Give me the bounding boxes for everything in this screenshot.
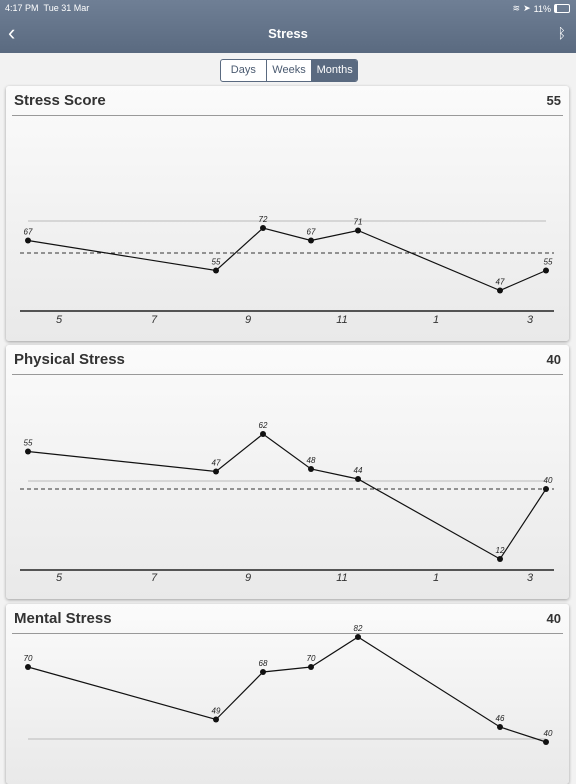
series-line — [27, 433, 547, 560]
data-point — [543, 486, 549, 492]
data-label: 71 — [354, 218, 363, 227]
x-tick-label: 9 — [245, 572, 251, 584]
data-point — [213, 716, 219, 723]
data-label: 47 — [212, 459, 221, 468]
data-label: 68 — [259, 659, 268, 668]
x-tick-label: 9 — [245, 314, 251, 326]
page-title: Stress — [268, 26, 308, 41]
data-point — [543, 267, 549, 274]
data-label: 46 — [496, 714, 505, 723]
navigation-bar: 4:17 PM Tue 31 Mar ≋ ➤ 11% ‹ Stress ᛒ — [0, 0, 576, 53]
battery-icon — [554, 4, 570, 13]
location-icon: ➤ — [523, 3, 531, 13]
x-tick-label: 1 — [433, 572, 439, 584]
card-value: 40 — [546, 611, 561, 626]
status-bar: 4:17 PM Tue 31 Mar ≋ ➤ 11% — [0, 0, 576, 16]
physical-stress-card: Physical Stress 40 5 7 9 11 1 3 55 47 62 48 44 12 40 — [6, 345, 569, 599]
data-label: 55 — [24, 439, 33, 448]
data-point — [260, 669, 266, 675]
data-point — [497, 724, 503, 730]
back-chevron-icon[interactable]: ‹ — [8, 20, 16, 45]
card-divider — [12, 115, 563, 116]
data-point — [308, 664, 314, 670]
x-tick-label: 5 — [56, 572, 63, 584]
data-label: 40 — [544, 476, 553, 485]
x-tick-label: 11 — [336, 314, 347, 326]
x-tick-label: 3 — [527, 314, 534, 326]
data-point — [213, 468, 219, 475]
data-point — [260, 225, 266, 231]
status-right: ≋ ➤ 11% — [513, 3, 570, 14]
card-value: 55 — [546, 93, 561, 108]
data-label: 62 — [259, 421, 268, 430]
period-segmented-control: Days Weeks Months — [220, 59, 358, 82]
data-point — [543, 739, 549, 745]
data-label: 47 — [496, 278, 505, 287]
data-point — [308, 237, 314, 244]
data-point — [497, 556, 503, 562]
data-label: 55 — [544, 258, 553, 267]
wifi-icon: ≋ — [512, 3, 521, 13]
data-point — [497, 287, 503, 294]
x-tick-label: 7 — [151, 572, 158, 584]
bluetooth-icon[interactable]: ᛒ — [557, 25, 566, 41]
mental-stress-chart: 70 49 68 70 82 46 40 — [24, 624, 553, 745]
x-tick-label: 5 — [56, 314, 63, 326]
data-label: 49 — [212, 707, 221, 716]
stress-score-card: Stress Score 55 5 7 9 11 1 3 67 55 72 67 71 47 55 — [6, 86, 569, 341]
segment-weeks[interactable]: Weeks — [267, 60, 313, 81]
x-tick-label: 3 — [527, 572, 534, 584]
status-time: 4:17 PM — [5, 3, 39, 13]
data-label: 48 — [307, 456, 316, 465]
data-label: 67 — [24, 228, 33, 237]
card-title: Stress Score — [14, 92, 106, 109]
series-line — [27, 227, 547, 292]
data-label: 67 — [307, 228, 316, 237]
card-divider — [12, 374, 563, 375]
mental-stress-card: Mental Stress 40 70 49 68 70 82 46 40 — [6, 604, 569, 784]
data-label: 55 — [212, 258, 221, 267]
data-point — [308, 466, 314, 472]
data-point — [25, 664, 31, 670]
data-point — [25, 237, 31, 244]
data-point — [25, 448, 31, 455]
data-label: 40 — [544, 729, 553, 738]
x-tick-label: 7 — [151, 314, 158, 326]
segment-days[interactable]: Days — [221, 60, 267, 81]
data-label: 82 — [354, 624, 363, 633]
card-title: Mental Stress — [14, 610, 112, 627]
series-line — [27, 636, 547, 743]
data-point — [355, 227, 361, 234]
data-label: 70 — [24, 654, 33, 663]
card-divider — [12, 633, 563, 634]
data-label: 12 — [496, 546, 505, 555]
data-label: 70 — [307, 654, 316, 663]
segment-months[interactable]: Months — [312, 60, 357, 81]
card-title: Physical Stress — [14, 351, 125, 368]
status-time-date: 4:17 PM Tue 31 Mar — [5, 3, 89, 13]
data-point — [355, 634, 361, 640]
data-point — [355, 476, 361, 482]
battery-percent: 11% — [533, 3, 551, 14]
data-label: 72 — [259, 215, 268, 224]
card-value: 40 — [546, 352, 561, 367]
x-tick-label: 11 — [336, 572, 347, 584]
status-date: Tue 31 Mar — [43, 3, 90, 13]
x-tick-label: 1 — [433, 314, 439, 326]
data-point — [213, 267, 219, 274]
data-point — [260, 431, 266, 437]
data-label: 44 — [354, 466, 363, 475]
